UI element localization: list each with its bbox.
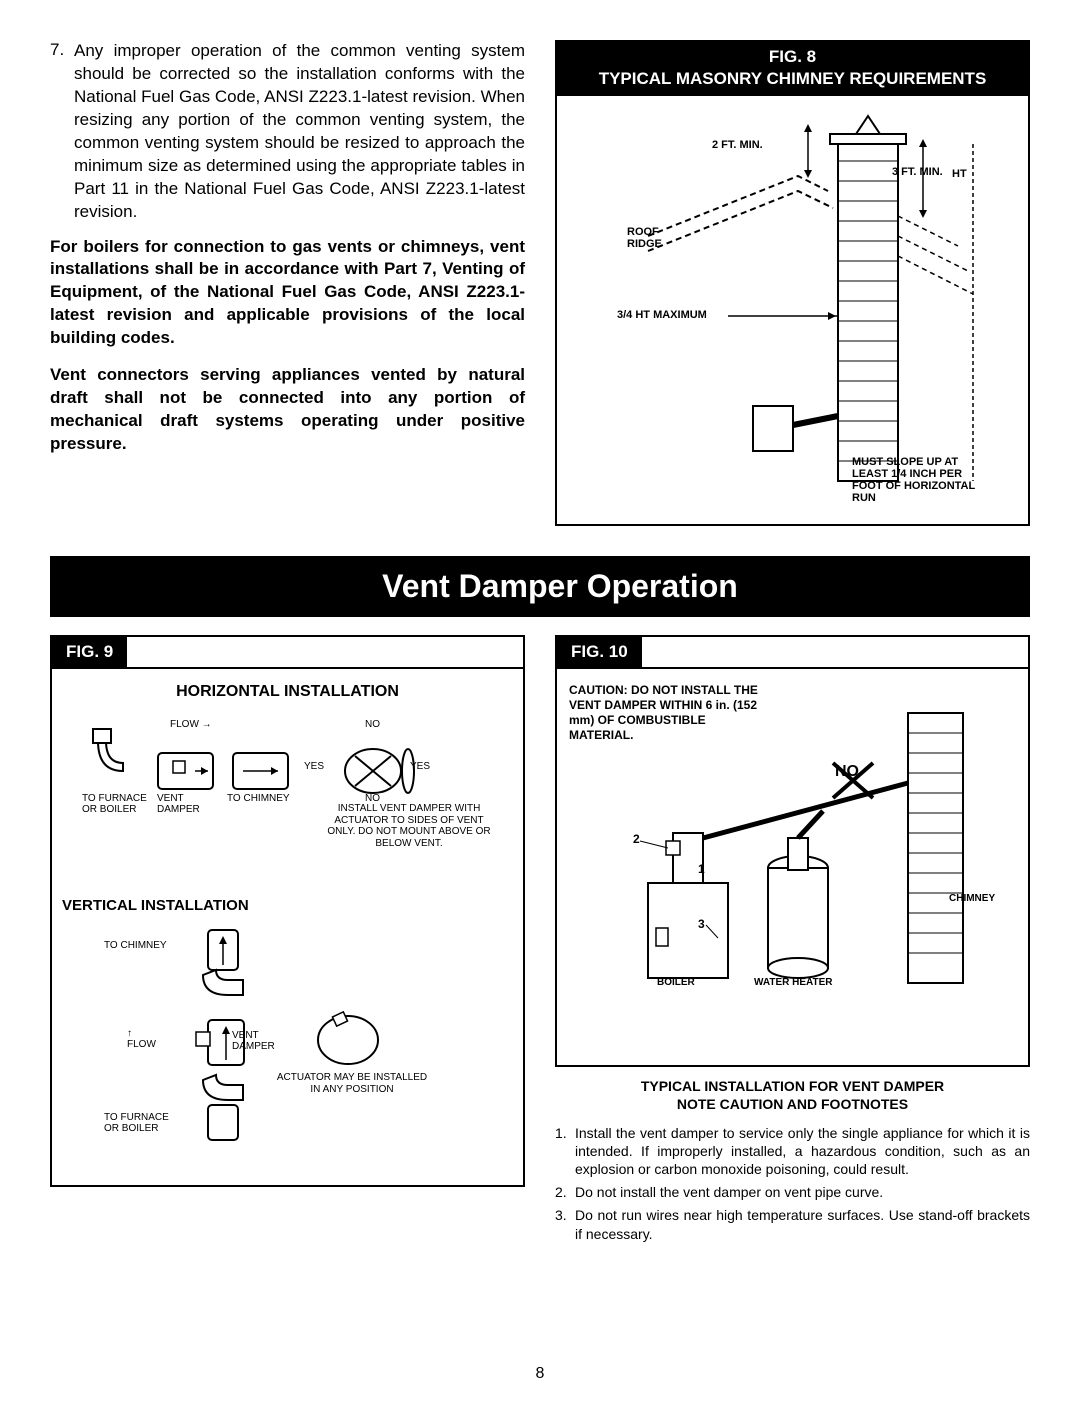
fig10-no: NO: [835, 763, 859, 781]
fig8-label-roof: ROOF RIDGE: [627, 226, 677, 250]
fig8-label-3ft: 3 FT. MIN.: [892, 166, 943, 178]
chimney-diagram-svg: [578, 96, 1008, 516]
fig9-note2: ACTUATOR MAY BE INSTALLED IN ANY POSITIO…: [272, 1072, 432, 1095]
fig8-label-slope: MUST SLOPE UP AT LEAST 1/4 INCH PER FOOT…: [852, 456, 982, 504]
section-title: Vent Damper Operation: [50, 556, 1030, 617]
fig10-chimney-label: CHIMNEY: [949, 893, 995, 904]
fig9-furnace-v: TO FURNACE OR BOILER: [104, 1112, 174, 1134]
fig9-box: HORIZONTAL INSTALLATION: [50, 667, 525, 1187]
fig9-yes-left: YES: [304, 761, 324, 772]
fig9-damper-h: VENT DAMPER: [157, 793, 207, 815]
fig10-caption-line2: NOTE CAUTION AND FOOTNOTES: [677, 1096, 908, 1112]
fig8-label-2ft: 2 FT. MIN.: [712, 139, 763, 151]
footnote-3: 3. Do not run wires near high temperatur…: [555, 1206, 1030, 1242]
fig8-title-line1: FIG. 8: [769, 47, 816, 66]
page-number: 8: [536, 1365, 545, 1383]
fig8-header: FIG. 8 TYPICAL MASONRY CHIMNEY REQUIREME…: [555, 40, 1030, 96]
svg-text:2: 2: [633, 832, 640, 846]
footnote-1: 1. Install the vent damper to service on…: [555, 1124, 1030, 1179]
fig9-note1: INSTALL VENT DAMPER WITH ACTUATOR TO SID…: [324, 803, 494, 849]
bold-para-1: For boilers for connection to gas vents …: [50, 236, 525, 351]
fig9-flow-label: FLOW →: [170, 719, 212, 730]
bold-para-2: Vent connectors serving appliances vente…: [50, 364, 525, 456]
fig9-tag: FIG. 9: [52, 637, 127, 667]
fig8-diagram: 2 FT. MIN. 3 FT. MIN. HT ROOF RIDGE 3/4 …: [555, 96, 1030, 526]
fig9-furnace-h: TO FURNACE OR BOILER: [82, 793, 152, 815]
fig10-box: CAUTION: DO NOT INSTALL THE VENT DAMPER …: [555, 667, 1030, 1067]
fig9-flow-v: ↑FLOW: [127, 1028, 156, 1050]
fig8-label-34ht: 3/4 HT MAXIMUM: [617, 309, 707, 321]
fig10-caption: TYPICAL INSTALLATION FOR VENT DAMPER NOT…: [555, 1077, 1030, 1113]
fig9-yes-right: YES: [410, 761, 430, 772]
fig8-label-ht: HT: [952, 168, 967, 180]
list-number: 7.: [50, 40, 74, 224]
fig10-svg: 2 1 3: [578, 693, 1008, 993]
list-text: Any improper operation of the common ven…: [74, 40, 525, 224]
fig9-chimney-h: TO CHIMNEY: [227, 793, 290, 804]
fig9-damper-v: VENT DAMPER: [232, 1030, 282, 1052]
fig9-chimney-v: TO CHIMNEY: [104, 940, 167, 951]
fig10-boiler-label: BOILER: [657, 977, 695, 988]
fig10-tag: FIG. 10: [557, 637, 642, 667]
fig9-horiz-title: HORIZONTAL INSTALLATION: [62, 683, 513, 701]
svg-text:3: 3: [698, 917, 705, 931]
fig9-vert-title: VERTICAL INSTALLATION: [62, 897, 513, 914]
fig10-caption-line1: TYPICAL INSTALLATION FOR VENT DAMPER: [641, 1078, 944, 1094]
footnote-2: 2. Do not install the vent damper on ven…: [555, 1183, 1030, 1201]
svg-text:1: 1: [698, 862, 705, 876]
fig9-no-top: NO: [365, 719, 380, 730]
fig10-footnotes: 1. Install the vent damper to service on…: [555, 1124, 1030, 1243]
list-item-7: 7. Any improper operation of the common …: [50, 40, 525, 224]
fig10-wh-label: WATER HEATER: [754, 977, 833, 988]
fig8-title-line2: TYPICAL MASONRY CHIMNEY REQUIREMENTS: [599, 69, 987, 88]
